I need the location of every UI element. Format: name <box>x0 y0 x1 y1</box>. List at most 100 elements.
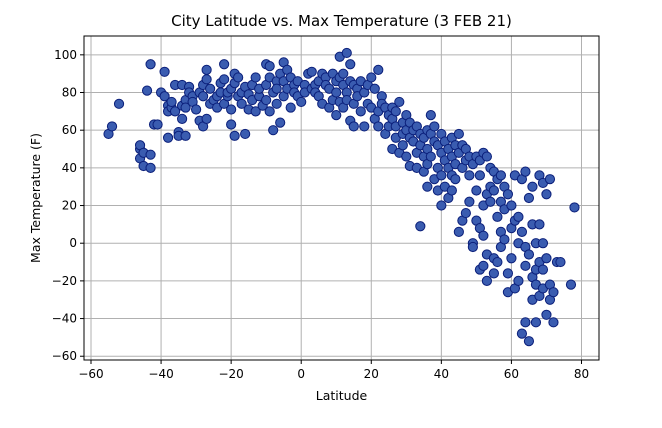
data-point <box>201 74 212 85</box>
data-point <box>348 121 359 132</box>
data-point <box>436 200 447 211</box>
data-point <box>296 96 307 108</box>
data-point <box>145 149 156 160</box>
data-point <box>306 66 317 77</box>
data-point <box>415 221 426 232</box>
x-axis-ticks: −60 −40 −20 0 20 40 60 80 <box>78 360 589 381</box>
data-point <box>502 268 514 279</box>
data-point <box>250 72 261 83</box>
data-point <box>268 125 279 136</box>
data-point <box>240 128 251 140</box>
data-point <box>478 230 489 241</box>
data-point <box>565 279 577 290</box>
data-point <box>191 104 202 115</box>
data-point <box>145 59 156 70</box>
data-point <box>275 117 286 128</box>
data-point <box>471 185 482 196</box>
data-point <box>106 121 118 132</box>
data-point <box>499 234 510 245</box>
data-point <box>373 64 384 76</box>
data-point <box>176 113 188 124</box>
data-point <box>495 170 507 181</box>
plot-frame <box>83 35 600 361</box>
data-point <box>264 61 275 72</box>
data-point <box>516 328 528 339</box>
data-point <box>201 113 212 124</box>
data-point <box>219 59 230 70</box>
data-point <box>453 226 464 238</box>
data-point <box>264 106 275 117</box>
data-point <box>113 98 125 109</box>
y-tick-label: 60 <box>62 123 77 137</box>
data-point <box>271 98 282 109</box>
data-point <box>446 185 457 196</box>
data-point <box>541 189 552 200</box>
y-tick-label: −60 <box>52 349 77 363</box>
data-point <box>338 68 349 79</box>
data-point <box>513 211 524 222</box>
data-point <box>162 132 174 143</box>
data-point <box>516 226 528 238</box>
data-point <box>492 211 503 222</box>
data-point <box>488 268 499 279</box>
data-point <box>169 106 181 117</box>
data-point <box>569 202 580 213</box>
data-point <box>541 309 552 320</box>
data-point <box>198 91 209 102</box>
data-point <box>544 174 556 185</box>
y-tick-label: 20 <box>62 199 77 213</box>
data-point <box>541 253 552 264</box>
data-point <box>359 121 370 132</box>
data-point <box>373 121 384 132</box>
data-point <box>166 96 177 108</box>
data-point <box>530 317 542 328</box>
data-point <box>492 256 503 268</box>
data-point <box>250 106 261 117</box>
data-point <box>548 287 559 298</box>
data-point <box>236 98 247 109</box>
data-point <box>152 119 163 130</box>
data-point <box>229 130 240 141</box>
data-point <box>369 83 380 94</box>
data-point <box>261 94 272 106</box>
data-point <box>394 96 405 108</box>
data-point <box>226 104 237 115</box>
data-point <box>355 106 366 117</box>
data-point <box>422 181 433 192</box>
data-point <box>481 275 492 286</box>
data-point <box>467 241 478 253</box>
data-point <box>233 72 244 83</box>
x-tick-label: −60 <box>78 367 103 381</box>
data-point <box>450 174 461 185</box>
data-point <box>219 74 230 85</box>
x-tick-label: 40 <box>434 367 449 381</box>
y-tick-label: 100 <box>54 48 77 62</box>
data-point <box>425 151 436 162</box>
data-point <box>460 207 471 219</box>
data-point <box>523 336 535 347</box>
y-tick-label: 0 <box>69 236 77 250</box>
data-point <box>523 249 535 260</box>
data-point <box>429 121 440 132</box>
data-point <box>474 170 485 181</box>
data-point <box>453 128 464 140</box>
y-axis-ticks: −60 −40 −20 0 20 40 60 80 100 <box>52 48 84 363</box>
data-point <box>506 253 517 264</box>
data-point <box>180 130 191 141</box>
x-tick-label: 80 <box>574 367 589 381</box>
data-point <box>481 151 492 162</box>
x-tick-label: −20 <box>218 367 243 381</box>
data-point <box>366 72 377 83</box>
data-point <box>345 59 356 70</box>
data-point <box>331 87 342 98</box>
data-point <box>271 83 282 94</box>
data-point <box>141 85 153 96</box>
data-point <box>506 200 517 211</box>
data-point <box>534 219 545 230</box>
data-point <box>520 166 531 177</box>
y-axis-label: Max Temperature (F) <box>28 133 43 263</box>
data-point <box>397 140 408 151</box>
data-point <box>436 170 447 181</box>
data-point <box>548 317 559 328</box>
